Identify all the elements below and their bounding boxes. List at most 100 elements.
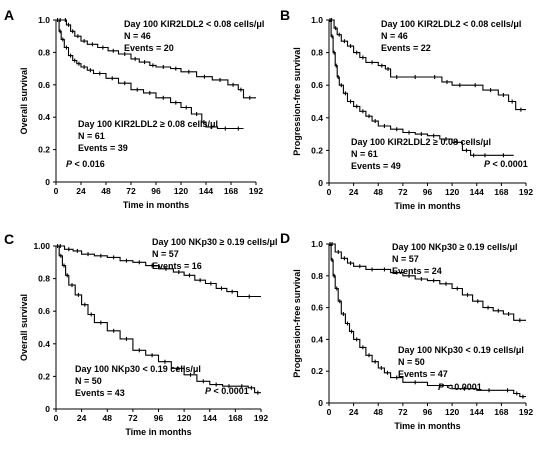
x-tick-label: 144 xyxy=(470,187,484,197)
x-tick-label: 72 xyxy=(126,186,136,196)
x-tick-label: 24 xyxy=(349,187,359,197)
survival-curve-2 xyxy=(56,19,244,130)
group-n: N = 57 xyxy=(392,254,419,264)
y-tick-label: 1.0 xyxy=(38,15,50,25)
survival-curve-2 xyxy=(56,245,261,394)
survival-curve-1 xyxy=(329,19,526,111)
y-tick-label: 0.2 xyxy=(38,145,50,155)
x-tick-label: 120 xyxy=(174,186,188,196)
x-tick-label: 168 xyxy=(494,407,508,417)
x-tick-label: 120 xyxy=(445,187,459,197)
group-events: Events = 20 xyxy=(124,43,174,53)
y-tick-label: 0.4 xyxy=(38,112,50,122)
group-label: Day 100 NKp30 ≥ 0.19 cells/μl xyxy=(152,237,278,247)
y-tick-label: 0 xyxy=(318,178,323,188)
group-events: Events = 43 xyxy=(75,388,125,398)
group-label: Day 100 NKp30 < 0.19 cells/μl xyxy=(75,364,201,374)
y-axis-label: Overall survival xyxy=(19,67,29,134)
x-tick-label: 120 xyxy=(177,413,191,423)
x-axis-label: Time in months xyxy=(125,427,191,437)
x-tick-label: 48 xyxy=(374,187,384,197)
x-tick-label: 96 xyxy=(151,186,161,196)
y-tick-label: 0.4 xyxy=(311,113,323,123)
group-events: Events = 47 xyxy=(398,369,448,379)
group-label: Day 100 KIR2LDL2 < 0.08 cells/μl xyxy=(381,19,521,29)
group-label: Day 100 KIR2LDL2 < 0.08 cells/μl xyxy=(124,19,264,29)
x-tick-label: 192 xyxy=(254,413,268,423)
x-tick-label: 0 xyxy=(327,407,332,417)
group-events: Events = 24 xyxy=(392,266,442,276)
y-tick-label: 0.8 xyxy=(38,47,50,57)
x-tick-label: 48 xyxy=(374,407,384,417)
y-axis-label: Progression-free survival xyxy=(292,269,302,378)
x-axis-label: Time in months xyxy=(394,421,460,431)
x-tick-label: 72 xyxy=(398,407,408,417)
x-tick-label: 48 xyxy=(101,186,111,196)
x-tick-label: 24 xyxy=(349,407,359,417)
x-tick-label: 0 xyxy=(54,413,59,423)
x-tick-label: 144 xyxy=(203,413,217,423)
x-tick-label: 168 xyxy=(224,186,238,196)
group-n: N = 50 xyxy=(398,357,425,367)
x-tick-label: 192 xyxy=(519,187,533,197)
y-tick-label: 0.2 xyxy=(311,366,323,376)
y-tick-label: 0.4 xyxy=(38,339,50,349)
y-axis-label: Overall survival xyxy=(19,294,29,361)
x-tick-label: 24 xyxy=(77,413,87,423)
group-label: Day 100 KIR2LDL2 ≥ 0.08 cells/μl xyxy=(351,137,491,147)
panel-letter: C xyxy=(4,231,14,247)
x-tick-label: 96 xyxy=(423,407,433,417)
group-n: N = 46 xyxy=(381,31,408,41)
y-axis-label: Progression-free survival xyxy=(292,47,302,156)
panel-letter: D xyxy=(280,230,290,246)
panel-d: D 0 24 48 72 96 120 144 168 192 0 0.2 0.4 0.6 0.8 1.0 Ti… xyxy=(280,230,533,431)
y-tick-label: 0 xyxy=(45,177,50,187)
y-tick-label: 0 xyxy=(318,398,323,408)
x-tick-label: 72 xyxy=(398,187,408,197)
group-label: Day 100 NKp30 < 0.19 cells/μl xyxy=(398,345,524,355)
panel-letter: B xyxy=(280,7,290,23)
y-tick-label: 0.2 xyxy=(38,371,50,381)
y-tick-label: 0.6 xyxy=(311,80,323,90)
survival-curve-1 xyxy=(56,19,256,99)
group-n: N = 61 xyxy=(78,131,105,141)
x-tick-label: 192 xyxy=(519,407,533,417)
y-tick-label: 1.0 xyxy=(311,15,323,25)
group-events: Events = 22 xyxy=(381,43,431,53)
group-n: N = 46 xyxy=(124,31,151,41)
x-tick-label: 48 xyxy=(103,413,113,423)
x-tick-label: 0 xyxy=(54,186,59,196)
group-n: N = 50 xyxy=(75,376,102,386)
p-value: P < 0.0001 xyxy=(484,159,528,169)
p-value: P < 0.0001 xyxy=(438,382,482,392)
y-tick-label: 0.6 xyxy=(311,303,323,313)
group-label: Day 100 KIR2LDL2 ≥ 0.08 cells/μl xyxy=(78,119,218,129)
x-tick-label: 120 xyxy=(445,407,459,417)
group-n: N = 57 xyxy=(152,249,179,259)
x-tick-label: 96 xyxy=(423,187,433,197)
y-tick-label: 1.0 xyxy=(311,239,323,249)
panel-c: C 0 24 48 72 96 120 144 168 192 0 0.2 0.4 0.6 0.8 1.00 T… xyxy=(4,231,278,437)
survival-curve-2 xyxy=(329,243,526,398)
x-tick-label: 144 xyxy=(199,186,213,196)
group-events: Events = 49 xyxy=(351,161,401,171)
group-label: Day 100 NKp30 ≥ 0.19 cells/μl xyxy=(392,242,518,252)
group-events: Events = 39 xyxy=(78,143,128,153)
x-tick-label: 0 xyxy=(327,187,332,197)
survival-curve-2 xyxy=(329,19,514,156)
x-axis-label: Time in months xyxy=(394,201,460,211)
x-tick-label: 72 xyxy=(128,413,138,423)
y-tick-label: 1.00 xyxy=(33,241,50,251)
panel-letter: A xyxy=(4,7,14,23)
y-tick-label: 0.6 xyxy=(38,80,50,90)
group-events: Events = 16 xyxy=(152,261,202,271)
group-n: N = 61 xyxy=(351,149,378,159)
x-tick-label: 168 xyxy=(228,413,242,423)
x-axis-label: Time in months xyxy=(123,200,189,210)
y-tick-label: 0.2 xyxy=(311,145,323,155)
y-tick-label: 0 xyxy=(45,404,50,414)
p-value: P < 0.016 xyxy=(66,159,105,169)
p-value: P < 0.0001 xyxy=(205,386,249,396)
panel-b: B 0 24 48 72 96 120 144 168 192 0 0.2 0.4 0.6 0.8 1.0 Ti… xyxy=(280,7,533,211)
x-tick-label: 96 xyxy=(154,413,164,423)
